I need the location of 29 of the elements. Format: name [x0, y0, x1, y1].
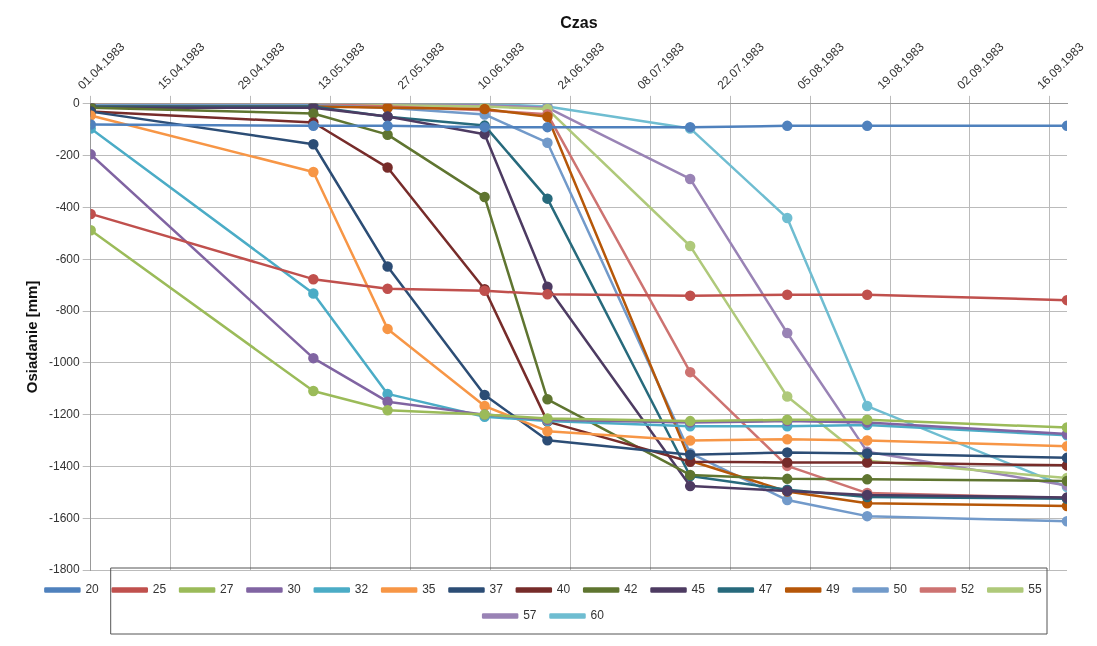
y-tick-label: -1200	[48, 406, 81, 421]
legend-label: 42	[624, 582, 638, 597]
legend-label: 35	[422, 582, 436, 597]
y-tick-label: -1000	[48, 355, 81, 370]
legend-label: 25	[152, 582, 167, 597]
x-axis-title: Czas	[560, 14, 598, 32]
legend-label: 40	[556, 582, 571, 597]
legend-label: 57	[523, 608, 537, 623]
legend-label: 55	[1028, 582, 1042, 597]
y-tick-label: 0	[73, 96, 80, 111]
y-tick-label: -400	[55, 199, 80, 214]
y-axis-title: Osiadanie [mm]	[23, 280, 41, 394]
legend-label: 50	[893, 582, 908, 597]
legend-label: 45	[691, 582, 706, 597]
legend-label: 27	[220, 582, 234, 597]
y-tick-label: -1400	[48, 458, 81, 473]
y-tick-label: -800	[55, 303, 80, 318]
y-tick-label: -1600	[48, 510, 81, 525]
y-tick-label: -600	[55, 251, 80, 266]
y-tick-label: -1800	[48, 562, 81, 577]
legend-label: 52	[960, 582, 975, 597]
y-tick-label: -200	[55, 147, 80, 162]
legend-label: 49	[826, 582, 840, 597]
legend-label: 30	[287, 582, 302, 597]
legend-label: 20	[85, 582, 100, 597]
legend-label: 60	[590, 608, 605, 623]
legend-label: 32	[354, 582, 369, 597]
legend-label: 47	[758, 582, 773, 597]
legend-label: 37	[489, 582, 504, 597]
